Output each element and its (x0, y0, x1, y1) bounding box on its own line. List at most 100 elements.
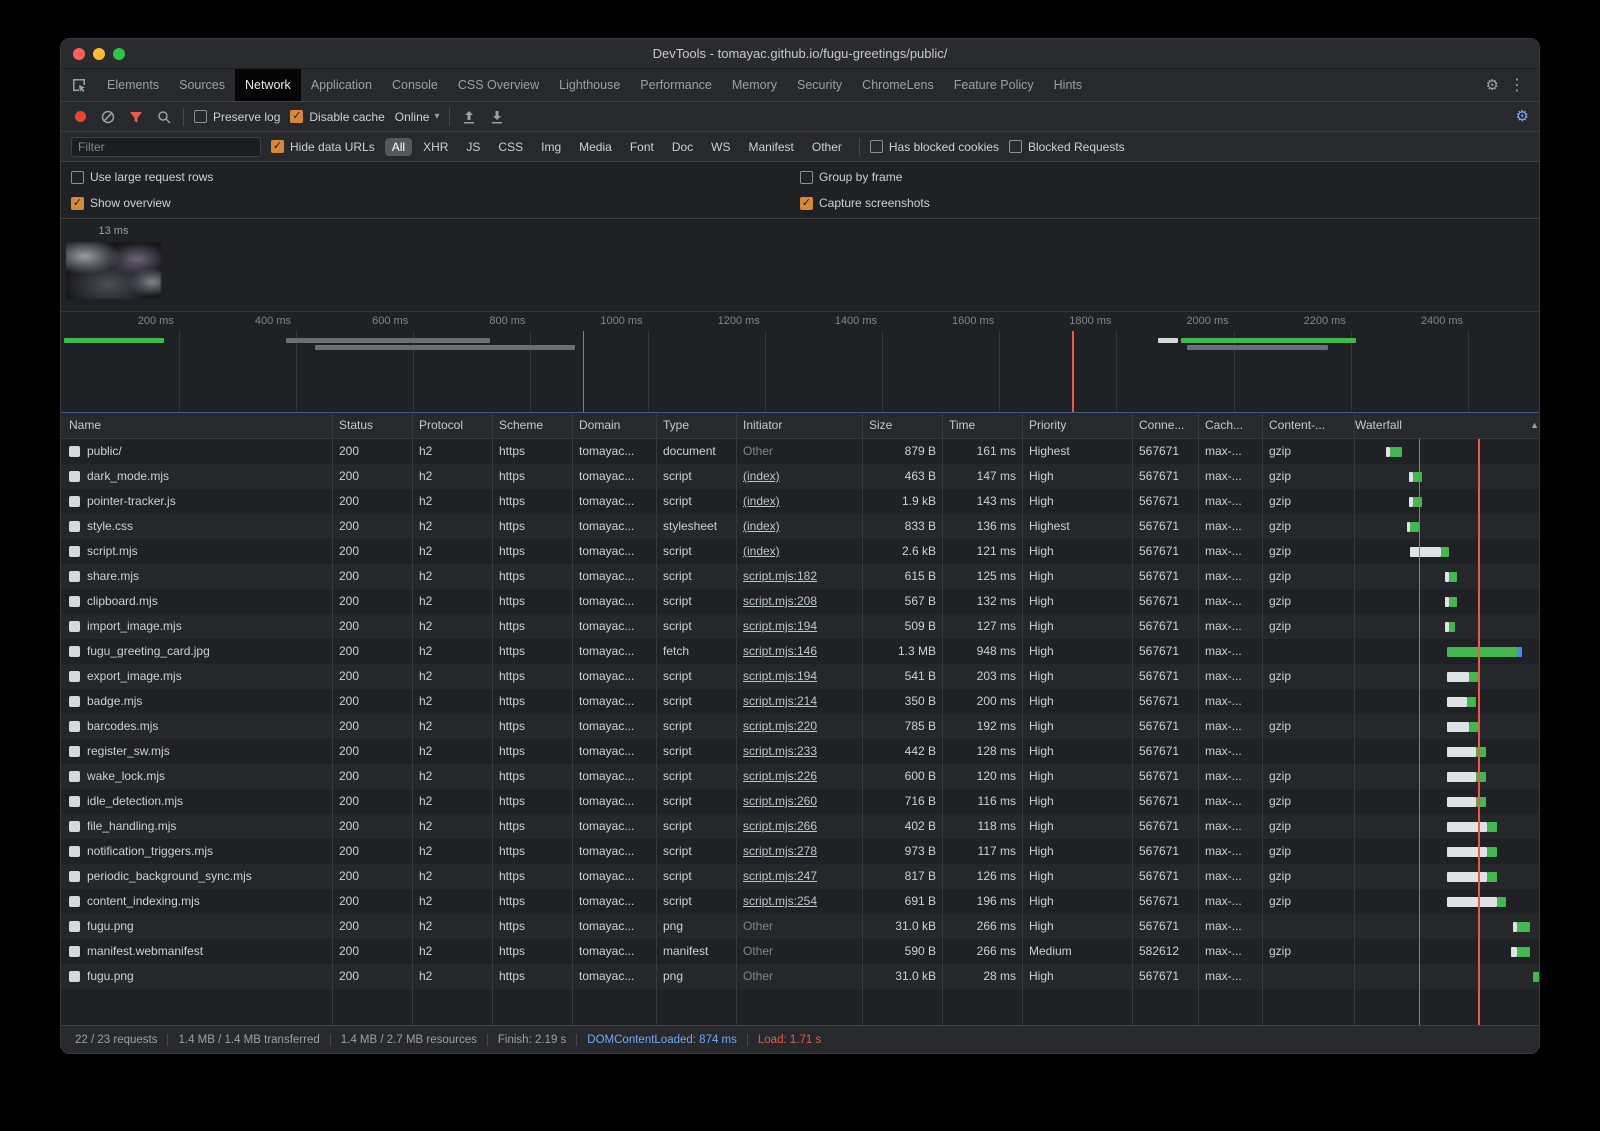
request-row[interactable]: wake_lock.mjs 200 h2 https tomayac... script s… (61, 764, 1539, 789)
filter-type-media[interactable]: Media (579, 139, 612, 154)
request-row[interactable]: content_indexing.mjs 200 h2 https tomayac...… (61, 889, 1539, 914)
request-row[interactable]: file_handling.mjs 200 h2 https tomayac... scr… (61, 814, 1539, 839)
request-row[interactable]: manifest.webmanifest 200 h2 https tomayac...… (61, 939, 1539, 964)
minimize-button[interactable] (93, 47, 105, 60)
initiator-link[interactable]: (index) (743, 494, 780, 508)
hide-data-urls-checkbox[interactable]: ✓ Hide data URLs (271, 140, 375, 154)
request-row[interactable]: badge.mjs 200 h2 https tomayac... script scrip… (61, 689, 1539, 714)
zoom-button[interactable] (113, 47, 125, 60)
filter-type-doc[interactable]: Doc (671, 139, 694, 154)
request-row[interactable]: clipboard.mjs 200 h2 https tomayac... script s… (61, 589, 1539, 614)
kebab-menu-icon[interactable]: ⋮ (1509, 77, 1525, 94)
request-row[interactable]: fugu.png 200 h2 https tomayac... png Other 31.0… (61, 964, 1539, 989)
tab-console[interactable]: Console (391, 78, 438, 92)
record-button[interactable] (71, 108, 89, 126)
disable-cache-checkbox[interactable]: ✓ Disable cache (290, 110, 385, 124)
column-header-time[interactable]: Time (943, 413, 1023, 438)
tab-performance[interactable]: Performance (640, 78, 712, 92)
column-header-protocol[interactable]: Protocol (413, 413, 493, 438)
clear-button[interactable] (99, 108, 117, 126)
filter-type-css[interactable]: CSS (498, 139, 524, 154)
column-header-content[interactable]: Content-... (1263, 413, 1355, 438)
tab-sources[interactable]: Sources (179, 78, 225, 92)
column-header-scheme[interactable]: Scheme (493, 413, 573, 438)
initiator-link[interactable]: script.mjs:214 (743, 694, 818, 708)
capture-screenshots-checkbox[interactable]: ✓ Capture screenshots (800, 196, 1529, 210)
use-large-request-rows-checkbox[interactable]: ✓ Use large request rows (71, 170, 800, 184)
throttling-select[interactable]: Online ▾ (395, 110, 440, 124)
initiator-link[interactable]: script.mjs:266 (743, 819, 818, 833)
filter-type-ws[interactable]: WS (711, 139, 731, 154)
initiator-link[interactable]: script.mjs:260 (743, 794, 818, 808)
filter-type-js[interactable]: JS (466, 139, 481, 154)
tab-application[interactable]: Application (310, 78, 372, 92)
search-button[interactable] (155, 108, 173, 126)
request-row[interactable]: share.mjs 200 h2 https tomayac... script scrip… (61, 564, 1539, 589)
request-row[interactable]: import_image.mjs 200 h2 https tomayac... scri… (61, 614, 1539, 639)
request-row[interactable]: periodic_background_sync.mjs 200 h2 https to… (61, 864, 1539, 889)
tab-feature-policy[interactable]: Feature Policy (953, 78, 1034, 92)
export-har-button[interactable] (488, 108, 506, 126)
tab-chromelens[interactable]: ChromeLens (862, 78, 934, 92)
request-row[interactable]: fugu.png 200 h2 https tomayac... png Other 31.0… (61, 914, 1539, 939)
overview-pane[interactable]: 200 ms 400 ms 600 ms 800 ms 1000 ms 1200 ms 14… (61, 311, 1539, 412)
column-header-cache[interactable]: Cach... (1199, 413, 1263, 438)
filmstrip-frame[interactable]: 13 ms (66, 223, 161, 299)
column-header-status[interactable]: Status (333, 413, 413, 438)
request-row[interactable]: dark_mode.mjs 200 h2 https tomayac... script (… (61, 464, 1539, 489)
initiator-link[interactable]: script.mjs:278 (743, 844, 818, 858)
filter-type-all[interactable]: All (384, 137, 413, 156)
initiator-link[interactable]: script.mjs:254 (743, 894, 818, 908)
request-row[interactable]: fugu_greeting_card.jpg 200 h2 https tomayac.… (61, 639, 1539, 664)
tab-css-overview[interactable]: CSS Overview (457, 78, 540, 92)
request-row[interactable]: idle_detection.mjs 200 h2 https tomayac... sc… (61, 789, 1539, 814)
request-row[interactable]: barcodes.mjs 200 h2 https tomayac... script sc… (61, 714, 1539, 739)
initiator-link[interactable]: script.mjs:220 (743, 719, 818, 733)
initiator-link[interactable]: script.mjs:194 (743, 669, 818, 683)
filter-type-img[interactable]: Img (541, 139, 562, 154)
initiator-link[interactable]: script.mjs:208 (743, 594, 818, 608)
request-row[interactable]: export_image.mjs 200 h2 https tomayac... scri… (61, 664, 1539, 689)
tab-hints[interactable]: Hints (1053, 78, 1083, 92)
request-row[interactable]: style.css 200 h2 https tomayac... stylesheet (… (61, 514, 1539, 539)
screenshot-thumbnail[interactable] (66, 242, 161, 299)
filter-type-manifest[interactable]: Manifest (748, 139, 794, 154)
filter-type-xhr[interactable]: XHR (423, 139, 449, 154)
request-row[interactable]: script.mjs 200 h2 https tomayac... script (ind… (61, 539, 1539, 564)
request-row[interactable]: public/200 h2 https tomayac... document Other… (61, 439, 1539, 464)
filter-type-font[interactable]: Font (629, 139, 654, 154)
settings-gear-icon[interactable]: ⚙ (1485, 76, 1499, 94)
column-header-waterfall[interactable]: Waterfall ▲ (1355, 413, 1539, 438)
group-by-frame-checkbox[interactable]: ✓ Group by frame (800, 170, 1529, 184)
initiator-link[interactable]: script.mjs:194 (743, 619, 818, 633)
tab-elements[interactable]: Elements (107, 78, 160, 92)
has-blocked-cookies-checkbox[interactable]: ✓ Has blocked cookies (869, 140, 999, 154)
column-header-name[interactable]: Name (61, 413, 333, 438)
preserve-log-checkbox[interactable]: ✓ Preserve log (194, 110, 280, 124)
close-button[interactable] (73, 47, 85, 60)
initiator-link[interactable]: script.mjs:226 (743, 769, 818, 783)
initiator-link[interactable]: script.mjs:247 (743, 869, 818, 883)
column-header-size[interactable]: Size (863, 413, 943, 438)
initiator-link[interactable]: (index) (743, 544, 780, 558)
request-row[interactable]: register_sw.mjs 200 h2 https tomayac... scrip… (61, 739, 1539, 764)
column-header-priority[interactable]: Priority (1023, 413, 1133, 438)
network-settings-gear-icon[interactable]: ⚙ (1515, 108, 1529, 125)
initiator-link[interactable]: script.mjs:146 (743, 644, 818, 658)
request-row[interactable]: notification_triggers.mjs 200 h2 https tomay… (61, 839, 1539, 864)
column-header-connection[interactable]: Conne... (1133, 413, 1199, 438)
inspect-element-button[interactable] (61, 69, 97, 101)
tab-memory[interactable]: Memory (731, 78, 778, 92)
show-overview-checkbox[interactable]: ✓ Show overview (71, 196, 800, 210)
filter-toggle-button[interactable] (127, 108, 145, 126)
blocked-requests-checkbox[interactable]: ✓ Blocked Requests (1008, 140, 1125, 154)
initiator-link[interactable]: script.mjs:233 (743, 744, 818, 758)
import-har-button[interactable] (460, 108, 478, 126)
column-header-domain[interactable]: Domain (573, 413, 657, 438)
initiator-link[interactable]: script.mjs:182 (743, 569, 818, 583)
filter-input[interactable] (71, 136, 261, 157)
column-header-type[interactable]: Type (657, 413, 737, 438)
initiator-link[interactable]: (index) (743, 469, 780, 483)
tab-lighthouse[interactable]: Lighthouse (559, 78, 621, 92)
tab-network[interactable]: Network (234, 69, 301, 101)
